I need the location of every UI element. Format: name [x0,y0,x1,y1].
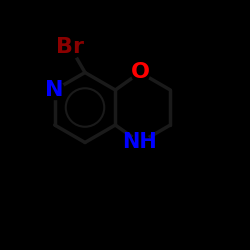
Text: Br: Br [56,37,84,57]
Text: O: O [130,62,150,82]
Text: N: N [46,80,64,100]
Text: NH: NH [122,132,158,152]
